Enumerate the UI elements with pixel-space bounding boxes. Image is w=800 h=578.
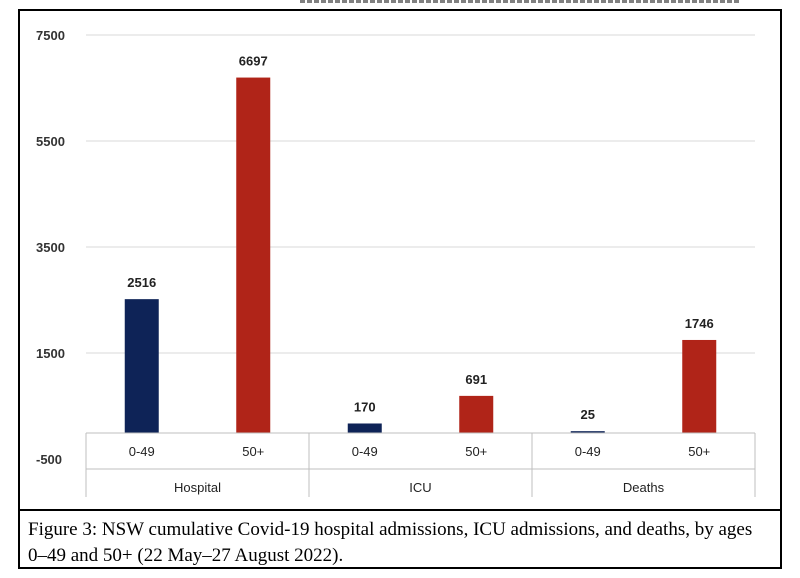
category-label: 50+ [465, 444, 487, 459]
category-label: 50+ [688, 444, 710, 459]
data-label: 25 [581, 407, 595, 422]
category-label: 50+ [242, 444, 264, 459]
bar [570, 431, 605, 433]
group-label: Hospital [174, 480, 221, 495]
data-label: 6697 [239, 54, 268, 69]
bar [682, 339, 717, 433]
chart-svg: 7500 5500 3500 1500 -500 Hospital 2516 0-49 6697… [36, 28, 756, 497]
category-label: 0-49 [129, 444, 155, 459]
cropped-text-strip [0, 0, 800, 9]
category-label: 0-49 [575, 444, 601, 459]
figure-caption: Figure 3: NSW cumulative Covid-19 hospit… [20, 509, 780, 567]
group-label: ICU [409, 480, 431, 495]
y-tick-label: 3500 [36, 240, 65, 255]
bar [236, 77, 271, 433]
group-label: Deaths [623, 480, 665, 495]
bar [124, 299, 159, 433]
category-label: 0-49 [352, 444, 378, 459]
data-label: 691 [465, 372, 487, 387]
figure-frame: 7500 5500 3500 1500 -500 Hospital 2516 0-49 6697… [18, 9, 782, 569]
data-label: 1746 [685, 316, 714, 331]
bar [459, 395, 494, 433]
y-tick-label: 1500 [36, 346, 65, 361]
bar [347, 423, 382, 433]
data-label: 170 [354, 399, 376, 414]
data-label: 2516 [127, 275, 156, 290]
y-tick-label: 5500 [36, 134, 65, 149]
y-tick-label: 7500 [36, 28, 65, 43]
chart: 7500 5500 3500 1500 -500 Hospital 2516 0-49 6697… [20, 11, 780, 509]
y-tick-label: -500 [36, 452, 62, 467]
